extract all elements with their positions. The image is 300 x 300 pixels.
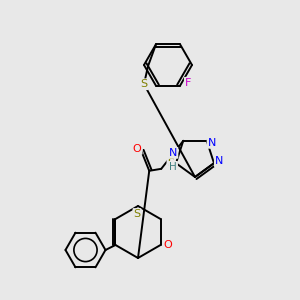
Text: H: H xyxy=(169,162,177,172)
Text: O: O xyxy=(133,144,142,154)
Text: O: O xyxy=(163,240,172,250)
Text: N: N xyxy=(208,138,216,148)
Text: N: N xyxy=(169,148,177,158)
Text: F: F xyxy=(185,78,191,88)
Text: S: S xyxy=(167,158,175,168)
Text: S: S xyxy=(140,79,148,89)
Text: S: S xyxy=(134,209,141,219)
Text: N: N xyxy=(215,156,223,166)
